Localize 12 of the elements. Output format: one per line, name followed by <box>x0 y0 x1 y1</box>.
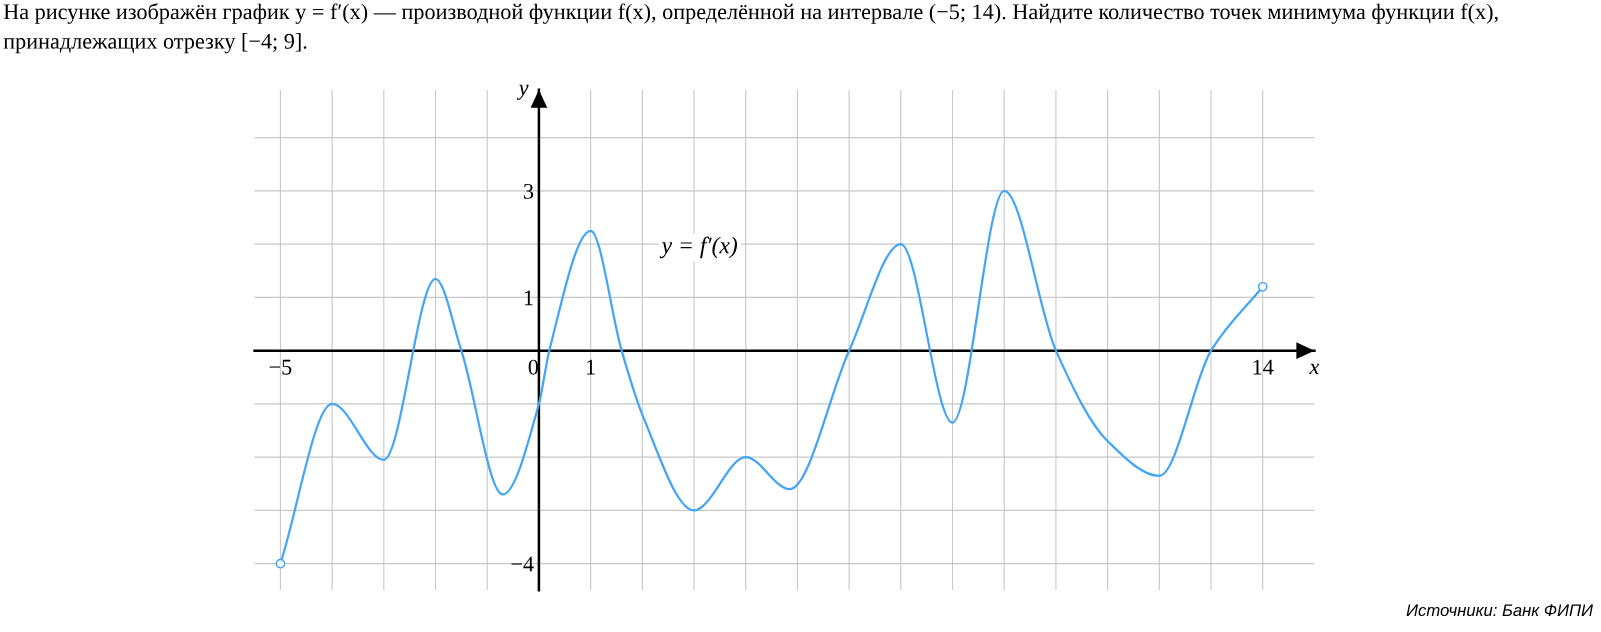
x-tick-label: −5 <box>269 359 292 375</box>
x-tick-label: 0 <box>528 359 539 375</box>
y-tick-label: −4 <box>511 556 534 572</box>
y-tick-label: 3 <box>524 183 534 199</box>
y-axis-title: y <box>516 84 529 100</box>
x-tick-label: 1 <box>587 359 595 375</box>
y-tick-label: 1 <box>524 290 533 306</box>
annotation: y = f′(x) <box>659 236 738 259</box>
x-tick-label: 14 <box>1253 359 1274 375</box>
text: Источники: Банк ФИПИ <box>1406 604 1594 617</box>
chart-title: На рисунке изображён график y = f′(x) — производной функции f(x), определённой на интервале (−5; 14). Найдите количество точек минимума функции f(x), принадлежащих отрезку [−4; 9]. <box>3 3 1498 54</box>
x-axis-title: x <box>1309 363 1320 375</box>
